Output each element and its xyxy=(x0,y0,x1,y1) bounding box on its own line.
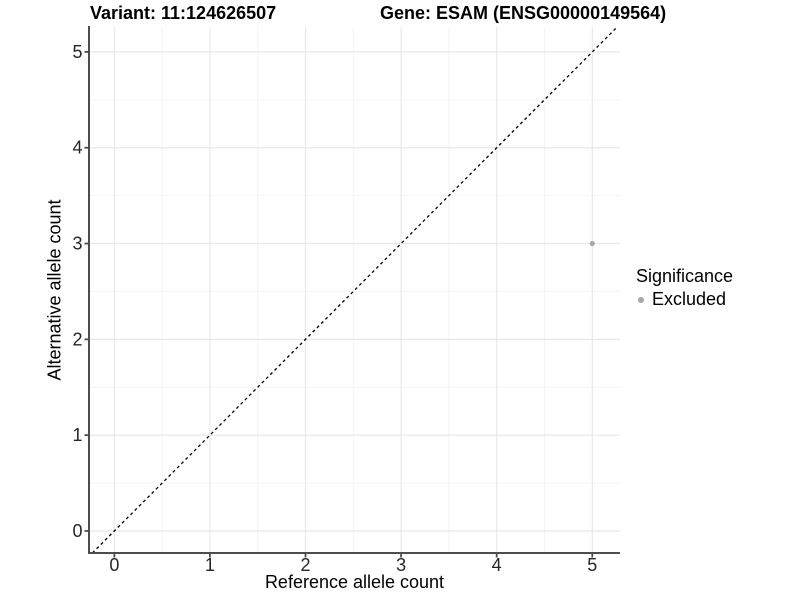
y-axis-title: Alternative allele count xyxy=(44,199,65,381)
identity-reference-line xyxy=(91,26,618,554)
x-axis-title: Reference allele count xyxy=(264,572,445,592)
legend-title: Significance xyxy=(636,266,734,286)
legend-item-excluded: Excluded xyxy=(636,289,733,310)
legend-key-dot-icon xyxy=(638,296,644,303)
x-tick-label: 5 xyxy=(587,555,597,575)
x-tick-label: 3 xyxy=(396,555,406,575)
y-tick-label: 3 xyxy=(72,234,82,254)
legend: Significance Excluded xyxy=(636,266,733,310)
y-tick-label: 1 xyxy=(72,425,82,445)
x-tick-label: 2 xyxy=(301,555,311,575)
plot-title-gene: Gene: ESAM (ENSG00000149564) xyxy=(380,3,667,23)
y-tick-label: 0 xyxy=(72,521,82,541)
legend-item-label: Excluded xyxy=(652,289,727,309)
plot-title-variant: Variant: 11:124626507 xyxy=(90,3,277,23)
y-tick-label: 5 xyxy=(72,42,82,62)
data-point xyxy=(589,240,595,247)
y-tick-label: 4 xyxy=(72,138,82,158)
x-tick-label: 0 xyxy=(109,555,119,575)
x-tick-label: 4 xyxy=(492,555,502,575)
y-tick-label: 2 xyxy=(72,329,82,349)
x-tick-label: 1 xyxy=(205,555,215,575)
